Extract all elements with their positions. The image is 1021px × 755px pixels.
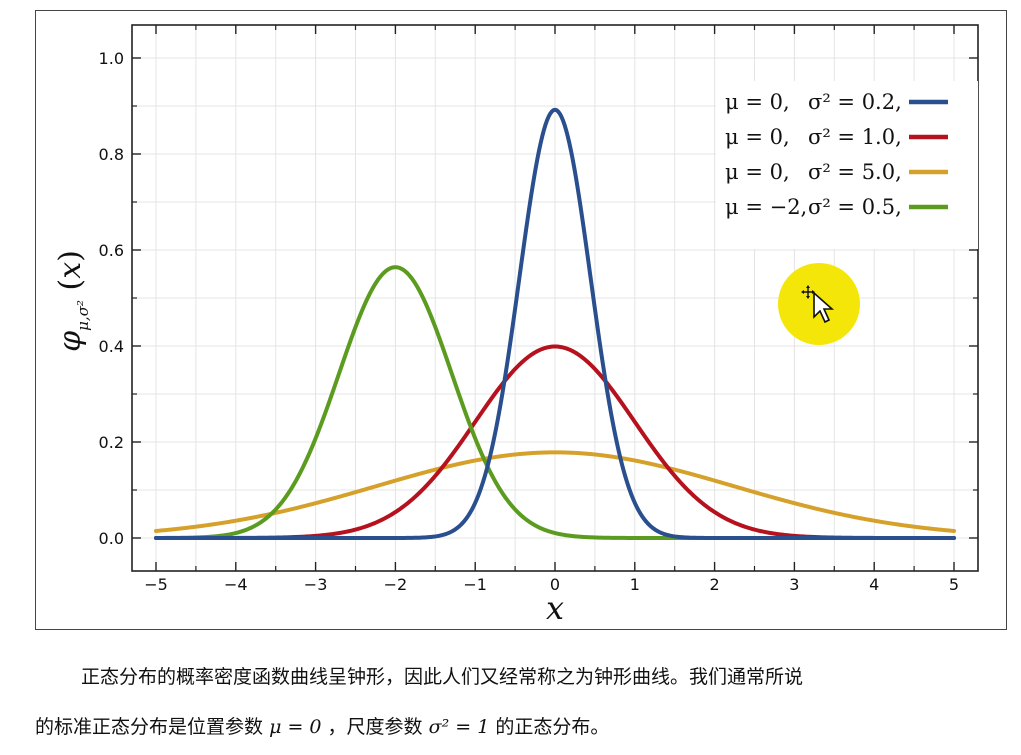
x-tick-label: −5 bbox=[144, 575, 168, 594]
legend-sigma-label: σ² = 1.0, bbox=[808, 125, 902, 149]
cursor-highlight bbox=[778, 263, 860, 345]
x-tick-label: −3 bbox=[304, 575, 328, 594]
svg-text:φμ,σ² (x): φμ,σ² (x) bbox=[53, 250, 92, 352]
y-tick-label: 0.0 bbox=[99, 529, 124, 548]
y-tick-label: 0.4 bbox=[99, 337, 124, 356]
sigma-expression: σ² = 1 bbox=[428, 716, 490, 738]
normal-distribution-chart: −5 −4 −3 −2 −1 0 1 2 3 4 5 0.0 0.2 0.4 0.6 0.8 1.0 μ = 0… bbox=[53, 24, 979, 627]
legend-mu-label: μ = −2, bbox=[725, 195, 807, 219]
legend-sigma-label: σ² = 0.2, bbox=[808, 90, 902, 114]
series-line bbox=[154, 107, 956, 540]
mouse-cursor-icon bbox=[801, 285, 835, 324]
legend-background bbox=[716, 81, 978, 249]
y-tick-label: 0.2 bbox=[99, 433, 124, 452]
x-tick-label: 3 bbox=[789, 575, 799, 594]
x-tick-label: −1 bbox=[463, 575, 487, 594]
legend-mu-label: μ = 0, bbox=[725, 90, 790, 114]
legend-sigma-label: σ² = 0.5, bbox=[808, 195, 902, 219]
paragraph-line-1: 正态分布的概率密度函数曲线呈钟形，因此人们又经常称之为钟形曲线。我们通常所说 bbox=[81, 666, 804, 688]
x-tick-label: 0 bbox=[550, 575, 560, 594]
legend-mu-label: μ = 0, bbox=[725, 125, 790, 149]
y-tick-label: 0.8 bbox=[99, 145, 124, 164]
mu-expression: μ = 0 bbox=[269, 716, 322, 738]
y-tick-label: 1.0 bbox=[99, 49, 124, 68]
paragraph-text-b: ，尺度参数 bbox=[327, 716, 423, 738]
x-tick-label: −2 bbox=[384, 575, 408, 594]
paragraph-line-2: 的标准正态分布是位置参数 μ = 0 ，尺度参数 σ² = 1 的正态分布。 bbox=[35, 712, 1005, 739]
x-tick-label: −4 bbox=[224, 575, 248, 594]
x-tick-label: 4 bbox=[869, 575, 879, 594]
figure-frame: −5 −4 −3 −2 −1 0 1 2 3 4 5 0.0 0.2 0.4 0.6 0.8 1.0 μ = 0… bbox=[35, 10, 1007, 630]
paragraph-text-c: 的正态分布。 bbox=[495, 716, 610, 738]
x-tick-label: 1 bbox=[630, 575, 640, 594]
x-tick-label: 5 bbox=[949, 575, 959, 594]
paragraph-text-a: 的标准正态分布是位置参数 bbox=[35, 716, 264, 738]
series-line bbox=[154, 450, 956, 533]
y-tick-label: 0.6 bbox=[99, 241, 124, 260]
y-axis-label: φμ,σ² (x) bbox=[53, 250, 92, 352]
x-tick-label: 2 bbox=[710, 575, 720, 594]
legend-mu-label: μ = 0, bbox=[725, 160, 790, 184]
x-axis-label: x bbox=[546, 589, 564, 627]
legend-sigma-label: σ² = 5.0, bbox=[808, 160, 902, 184]
